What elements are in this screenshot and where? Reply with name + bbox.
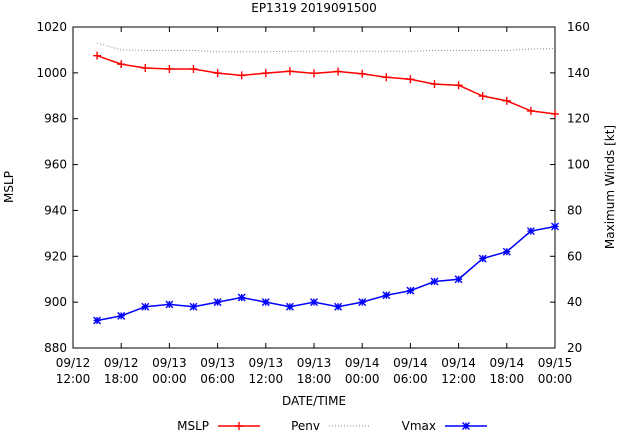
y2-tick-label: 60 — [567, 249, 582, 263]
penv-point — [478, 92, 487, 101]
series-layer — [93, 42, 559, 325]
vmax-point — [189, 302, 198, 311]
penv-series — [93, 51, 559, 118]
vmax-point — [165, 300, 174, 309]
penv-point — [406, 75, 415, 84]
y-tick-label: 940 — [44, 203, 67, 217]
y2-tick-label: 160 — [567, 20, 590, 34]
y-tick-label: 1020 — [36, 20, 67, 34]
y2-tick-label: 80 — [567, 203, 582, 217]
vmax-point — [117, 311, 126, 320]
x-tick-label-time: 06:00 — [393, 372, 428, 386]
x-tick-label-date: 09/14 — [441, 356, 476, 370]
penv-point — [430, 80, 439, 89]
x-tick-label-date: 09/14 — [345, 356, 380, 370]
penv-line — [96, 54, 556, 115]
x-tick-label-time: 12:00 — [56, 372, 91, 386]
penv-point — [310, 69, 318, 78]
y2-tick-label: 40 — [567, 295, 582, 309]
penv-point — [117, 60, 126, 69]
legend-marker-mslp — [235, 422, 243, 430]
penv-point — [189, 64, 198, 73]
penv-point — [551, 109, 559, 118]
y2-tick-label: 140 — [567, 66, 590, 80]
vmax-point — [213, 298, 222, 307]
legend-label-vmax: Vmax — [402, 419, 436, 432]
x-tick-label-date: 09/12 — [56, 356, 91, 370]
y2-tick-label: 120 — [567, 112, 590, 126]
vmax-point — [551, 222, 559, 231]
vmax-point — [382, 291, 391, 300]
vmax-point — [285, 302, 294, 311]
left-y-axis: 880 900 920 940 960 980 1000 1020 — [36, 20, 555, 355]
y-tick-label: 900 — [44, 295, 67, 309]
legend: MSLP Penv Vmax — [177, 419, 487, 432]
vmax-point — [237, 293, 246, 302]
penv-point — [93, 51, 102, 60]
x-axis: 09/12 12:00 09/12 18:00 09/13 00:00 09/13 06:00… — [56, 27, 573, 386]
legend-label-penv: Penv — [291, 419, 320, 432]
x-tick-label-time: 18:00 — [297, 372, 332, 386]
vmax-point — [261, 298, 270, 307]
vmax-point — [526, 227, 535, 236]
y2-tick-label: 20 — [567, 341, 582, 355]
vmax-line — [96, 225, 556, 322]
y-tick-label: 920 — [44, 249, 67, 263]
vmax-point — [310, 298, 318, 307]
vmax-point — [406, 286, 415, 295]
unnamed-dotted-line — [96, 42, 556, 53]
unnamed-dotted-series — [96, 42, 556, 53]
penv-point — [358, 69, 367, 78]
legend-label-mslp: MSLP — [177, 419, 209, 432]
x-tick-label-date: 09/14 — [393, 356, 428, 370]
vmax-point — [454, 275, 463, 284]
x-tick-label-date: 09/13 — [249, 356, 284, 370]
penv-point — [334, 67, 343, 76]
vmax-point — [141, 302, 150, 311]
penv-point — [237, 71, 246, 80]
penv-point — [454, 81, 463, 90]
penv-point — [213, 69, 222, 78]
legend-marker-vmax — [462, 422, 470, 430]
vmax-point — [334, 302, 343, 311]
x-tick-label-time: 12:00 — [249, 372, 284, 386]
penv-point — [165, 64, 174, 73]
x-tick-label-date: 09/13 — [152, 356, 187, 370]
y-tick-label: 880 — [44, 341, 67, 355]
x-axis-label: DATE/TIME — [282, 394, 346, 408]
x-tick-label-time: 06:00 — [200, 372, 235, 386]
vmax-point — [478, 254, 487, 263]
x-tick-label-date: 09/13 — [297, 356, 332, 370]
vmax-point — [430, 277, 439, 286]
vmax-point — [93, 316, 102, 325]
vmax-point — [502, 247, 511, 256]
right-y-axis: 20 40 60 80 100 120 140 160 — [567, 20, 590, 355]
x-tick-label-time: 00:00 — [152, 372, 187, 386]
y-axis-label: MSLP — [2, 171, 16, 203]
x-tick-label-time: 00:00 — [345, 372, 380, 386]
penv-point — [526, 106, 535, 115]
vmax-series — [93, 222, 559, 325]
penv-point — [285, 67, 294, 76]
x-tick-label-date: 09/15 — [538, 356, 573, 370]
y-tick-label: 960 — [44, 158, 67, 172]
penv-point — [261, 69, 270, 78]
y2-axis-label: Maximum Winds [kt] — [603, 125, 617, 249]
penv-point — [382, 73, 391, 82]
y-tick-label: 1000 — [36, 66, 67, 80]
y2-tick-label: 100 — [567, 158, 590, 172]
chart-title: EP1319 2019091500 — [251, 1, 377, 15]
penv-point — [502, 96, 511, 105]
vmax-point — [358, 298, 367, 307]
x-tick-label-time: 18:00 — [490, 372, 525, 386]
y-tick-label: 980 — [44, 112, 67, 126]
x-tick-label-time: 00:00 — [538, 372, 573, 386]
x-tick-label-date: 09/12 — [104, 356, 139, 370]
x-tick-label-time: 18:00 — [104, 372, 139, 386]
x-tick-label-date: 09/13 — [200, 356, 235, 370]
x-tick-label-time: 12:00 — [441, 372, 476, 386]
penv-point — [141, 64, 150, 73]
x-tick-label-date: 09/14 — [490, 356, 525, 370]
